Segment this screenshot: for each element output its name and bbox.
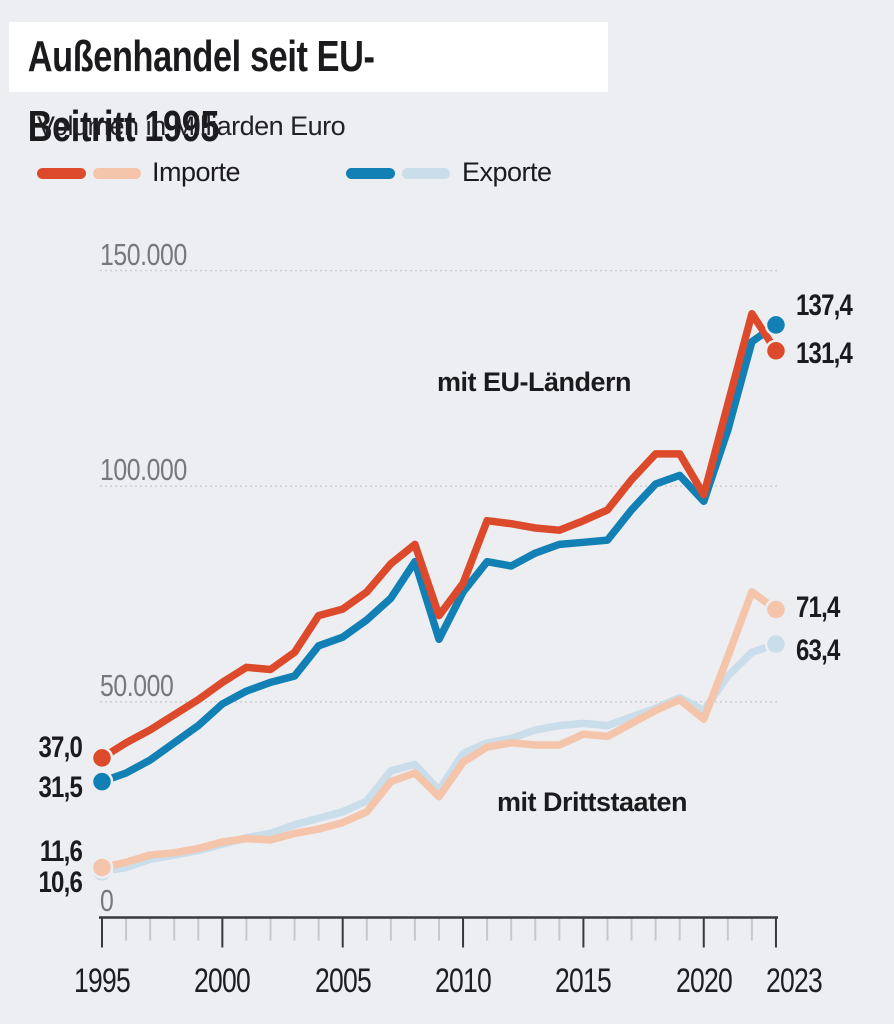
y-tick-50000: 50.000 <box>100 668 174 703</box>
y-tick-0: 0 <box>100 883 114 918</box>
x-tick-2023: 2023 <box>766 962 823 1000</box>
series-line-3 <box>98 640 780 876</box>
value-label-exporte-eu-1995: 31,5 <box>38 771 82 804</box>
value-label-importe-dritt-2023: 71,4 <box>796 591 840 624</box>
legend-swatch-importe-dark <box>37 168 86 179</box>
series-line-2 <box>98 588 780 872</box>
title-box: Außenhandel seit EU-Beitritt 1995 <box>9 22 608 151</box>
legend-label-importe: Importe <box>152 157 241 187</box>
legend-label-exporte: Exporte <box>462 157 552 187</box>
chart-title: Außenhandel seit EU-Beitritt 1995 <box>27 32 375 151</box>
x-tick-1995: 1995 <box>74 962 131 1000</box>
legend-swatch-exporte-dark <box>346 168 395 179</box>
x-tick-2010: 2010 <box>435 962 492 1000</box>
data-point-end-0 <box>764 339 788 363</box>
value-label-exporte-dritt-1995: 10,6 <box>38 866 82 899</box>
legend-swatch-importe-light <box>93 168 141 179</box>
legend-swatch-exporte-light <box>402 168 450 179</box>
x-tick-2020: 2020 <box>676 962 733 1000</box>
annotation-third-group: mit Drittstaaten <box>497 787 688 817</box>
data-point-start-0 <box>90 746 114 770</box>
y-tick-100000: 100.000 <box>100 452 187 487</box>
value-label-importe-dritt-1995: 11,6 <box>39 835 83 868</box>
value-label-exporte-dritt-2023: 63,4 <box>796 634 840 667</box>
data-point-end-3 <box>764 632 788 656</box>
x-tick-2005: 2005 <box>315 962 372 1000</box>
data-point-end-2 <box>764 598 788 621</box>
y-tick-150000: 150.000 <box>100 237 187 272</box>
value-label-importe-eu-2023: 131,4 <box>796 337 853 370</box>
value-label-exporte-eu-2023: 137,4 <box>796 289 853 322</box>
value-label-importe-eu-1995: 37,0 <box>38 731 82 764</box>
data-point-start-1 <box>90 770 114 793</box>
x-tick-2015: 2015 <box>555 962 612 1000</box>
chart-subtitle: Volumen in Milliarden Euro <box>37 111 346 141</box>
series-line-0 <box>98 309 780 762</box>
annotation-eu-group: mit EU-Ländern <box>437 367 632 397</box>
x-tick-2000: 2000 <box>194 962 251 1000</box>
data-point-start-2 <box>90 856 114 879</box>
series-line-1 <box>98 321 780 786</box>
data-point-end-1 <box>764 313 788 337</box>
